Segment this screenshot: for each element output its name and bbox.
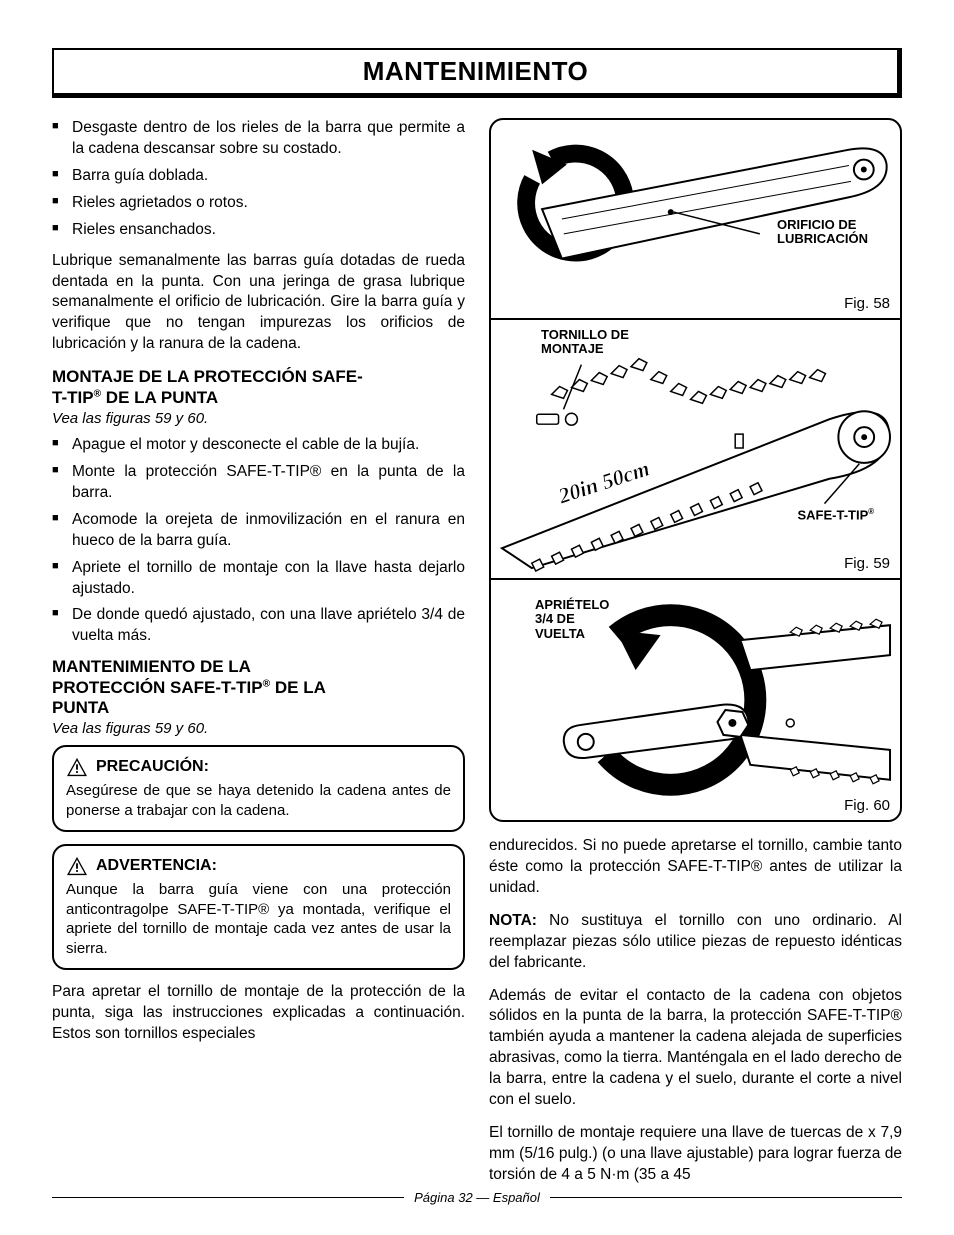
warning-icon	[66, 856, 88, 876]
fig59-caption: Fig. 59	[844, 555, 890, 572]
paragraph: Además de evitar el contacto de la caden…	[489, 986, 902, 1112]
heading-text: PROTECCIÓN SAFE-T-TIP	[52, 678, 263, 697]
heading-text: MANTENIMIENTO DE LA	[52, 657, 251, 676]
page-title-box: MANTENIMIENTO	[52, 48, 902, 98]
list-item: Desgaste dentro de los rieles de la barr…	[52, 118, 465, 160]
label-line: ORIFICIO DE	[777, 217, 856, 232]
fig60-label: APRIÉTELO 3/4 DE VUELTA	[535, 598, 609, 641]
heading-text: PUNTA	[52, 698, 109, 717]
page-title: MANTENIMIENTO	[54, 56, 897, 87]
heading-text: MONTAJE DE LA PROTECCIÓN SAFE-	[52, 367, 363, 386]
nota-body: No sustituya el tornillo con uno ordinar…	[489, 912, 902, 971]
paragraph: endurecidos. Si no puede apretarse el to…	[489, 836, 902, 899]
left-column: Desgaste dentro de los rieles de la barr…	[52, 118, 465, 1198]
paragraph: Para apretar el tornillo de montaje de l…	[52, 982, 465, 1045]
list-item: De donde quedó ajustado, con una llave a…	[52, 605, 465, 647]
paragraph: Lubrique semanalmente las barras guía do…	[52, 251, 465, 356]
nota-paragraph: NOTA: No sustituya el tornillo con uno o…	[489, 911, 902, 974]
callout-heading: PRECAUCIÓN:	[66, 757, 451, 777]
mid-bullet-list: Apague el motor y desconecte el cable de…	[52, 435, 465, 647]
registered-mark: ®	[94, 388, 102, 399]
list-item: Barra guía doblada.	[52, 166, 465, 187]
label-line: VUELTA	[535, 626, 585, 641]
warning-icon	[66, 757, 88, 777]
paragraph: El tornillo de montaje requiere una llav…	[489, 1123, 902, 1186]
label-line: SAFE-T-TIP	[797, 507, 868, 522]
figure-59-panel: 20in 50cm TORNILLO DE MONTAJE SAFE-T-TIP…	[491, 320, 900, 580]
section-heading: MONTAJE DE LA PROTECCIÓN SAFE- T-TIP® DE…	[52, 367, 465, 408]
label-line: MONTAJE	[541, 341, 604, 356]
figure-stack: ORIFICIO DE LUBRICACIÓN Fig. 58	[489, 118, 902, 822]
list-item: Apague el motor y desconecte el cable de…	[52, 435, 465, 456]
nota-label: NOTA:	[489, 912, 537, 929]
fig59-label-top: TORNILLO DE MONTAJE	[541, 328, 629, 357]
caution-body: Asegúrese de que se haya detenido la cad…	[66, 781, 451, 820]
footer-rule	[52, 1197, 404, 1198]
content-columns: Desgaste dentro de los rieles de la barr…	[52, 118, 902, 1198]
fig59-label-right: SAFE-T-TIP®	[797, 508, 874, 523]
page-footer: Página 32 — Español	[52, 1190, 902, 1205]
label-line: LUBRICACIÓN	[777, 231, 868, 246]
footer-text: Página 32 — Español	[414, 1190, 540, 1205]
label-line: 3/4 DE	[535, 611, 575, 626]
caution-callout: PRECAUCIÓN: Asegúrese de que se haya det…	[52, 745, 465, 832]
list-item: Monte la protección SAFE-T-TIP® en la pu…	[52, 462, 465, 504]
heading-text: T-TIP	[52, 388, 94, 407]
fig58-caption: Fig. 58	[844, 295, 890, 312]
label-line: APRIÉTELO	[535, 597, 609, 612]
section-heading: MANTENIMIENTO DE LA PROTECCIÓN SAFE-T-TI…	[52, 657, 465, 718]
figure-59-drawing: 20in 50cm	[491, 320, 900, 578]
footer-rule	[550, 1197, 902, 1198]
label-line: TORNILLO DE	[541, 327, 629, 342]
caution-label: PRECAUCIÓN:	[96, 758, 209, 776]
warning-callout: ADVERTENCIA: Aunque la barra guía viene …	[52, 844, 465, 970]
callout-heading: ADVERTENCIA:	[66, 856, 451, 876]
right-column: ORIFICIO DE LUBRICACIÓN Fig. 58	[489, 118, 902, 1198]
figure-reference: Vea las figuras 59 y 60.	[52, 720, 465, 737]
warning-body: Aunque la barra guía viene con una prote…	[66, 880, 451, 958]
list-item: Acomode la orejeta de inmovilización en …	[52, 510, 465, 552]
figure-60-panel: APRIÉTELO 3/4 DE VUELTA Fig. 60	[491, 580, 900, 820]
figure-reference: Vea las figuras 59 y 60.	[52, 410, 465, 427]
warning-label: ADVERTENCIA:	[96, 857, 217, 875]
registered-mark: ®	[868, 507, 874, 516]
fig60-caption: Fig. 60	[844, 797, 890, 814]
list-item: Apriete el tornillo de montaje con la ll…	[52, 558, 465, 600]
heading-text: DE LA	[270, 678, 326, 697]
registered-mark: ®	[263, 678, 271, 689]
fig58-label: ORIFICIO DE LUBRICACIÓN	[777, 218, 868, 247]
top-bullet-list: Desgaste dentro de los rieles de la barr…	[52, 118, 465, 241]
list-item: Rieles ensanchados.	[52, 220, 465, 241]
figure-58-panel: ORIFICIO DE LUBRICACIÓN Fig. 58	[491, 120, 900, 320]
heading-text: DE LA PUNTA	[101, 388, 218, 407]
list-item: Rieles agrietados o rotos.	[52, 193, 465, 214]
